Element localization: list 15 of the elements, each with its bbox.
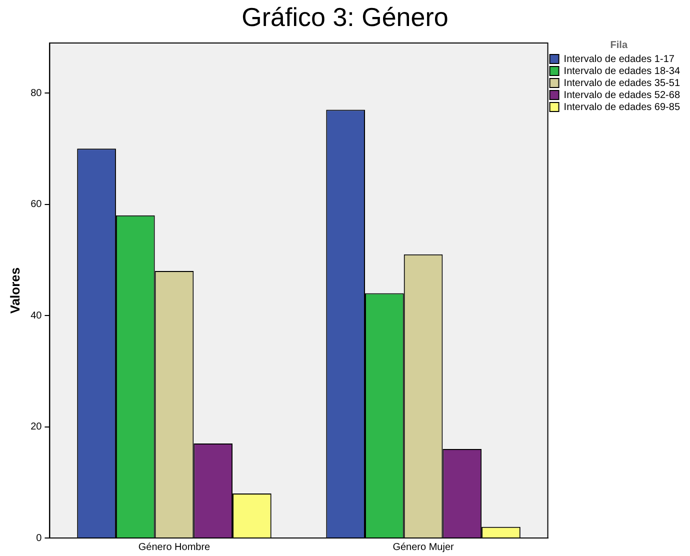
legend-label: Intervalo de edades 1-17 <box>564 54 675 65</box>
chart-title: Gráfico 3: Género <box>240 1 450 34</box>
legend-label: Intervalo de edades 52-68 <box>564 90 680 101</box>
x-tick-label: Género Hombre <box>138 542 211 553</box>
legend-label: Intervalo de edades 69-85 <box>564 102 680 113</box>
legend-label: Intervalo de edades 18-34 <box>564 66 680 77</box>
legend-label: Intervalo de edades 35-51 <box>564 78 680 89</box>
y-tick-label: 0 <box>36 532 42 544</box>
x-tick-label: Género Mujer <box>392 542 455 553</box>
y-tick-label: 20 <box>30 422 42 433</box>
y-tick-label: 80 <box>30 88 42 99</box>
y-tick-label: 60 <box>30 199 42 210</box>
y-axis-title: Valores <box>7 267 22 314</box>
legend-title: Fila <box>610 40 628 51</box>
y-tick-label: 40 <box>30 310 42 322</box>
